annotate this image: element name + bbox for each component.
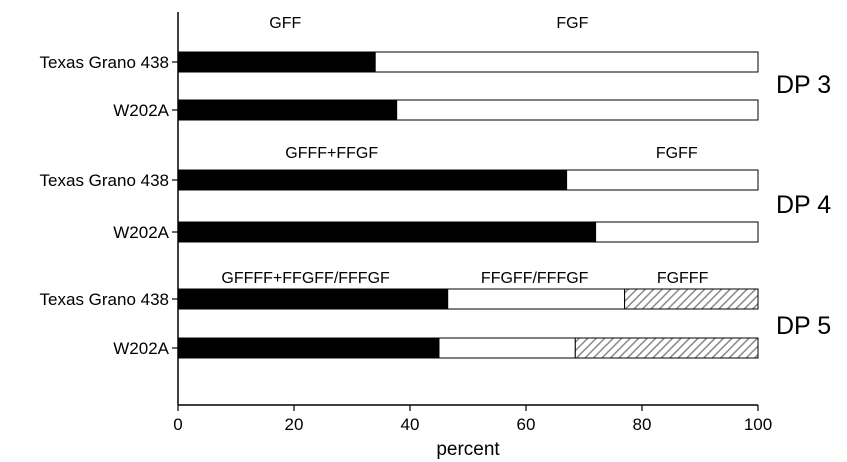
x-axis-ticks: 0 20 40 60 80 100 bbox=[173, 405, 772, 434]
bar-segment-black bbox=[177, 288, 449, 310]
bar-segment-black bbox=[177, 99, 398, 121]
group-label: DP 3 bbox=[776, 71, 831, 99]
x-tick-label: 100 bbox=[744, 415, 772, 434]
bar-segment-black bbox=[177, 51, 376, 73]
plot-area: GFF FGF DP 3 Texas Grano 438 W202A GFFF+FFGF F… bbox=[40, 15, 831, 359]
bar-segment-white bbox=[438, 337, 576, 359]
segment-label: FFGFF/FFFGF bbox=[481, 270, 589, 287]
segment-label: FGF bbox=[556, 15, 588, 32]
bar-segment-black bbox=[177, 337, 440, 359]
bar-segment-black bbox=[177, 221, 597, 243]
x-tick-label: 80 bbox=[633, 415, 652, 434]
bar-segment-white bbox=[447, 288, 626, 310]
bar-segment-white bbox=[595, 221, 759, 243]
group-label: DP 5 bbox=[776, 312, 831, 340]
bar-segment-hatched bbox=[624, 288, 759, 310]
x-tick-label: 40 bbox=[401, 415, 420, 434]
bar-segment-white bbox=[396, 99, 759, 121]
group-label: DP 4 bbox=[776, 191, 831, 219]
segment-label: FGFF bbox=[656, 145, 698, 162]
row-label: W202A bbox=[113, 223, 169, 242]
row-label: Texas Grano 438 bbox=[40, 53, 169, 72]
x-tick-label: 20 bbox=[285, 415, 304, 434]
row-label: W202A bbox=[113, 101, 169, 120]
x-axis-title: percent bbox=[436, 439, 500, 460]
row-label: W202A bbox=[113, 339, 169, 358]
segment-label: GFF bbox=[269, 15, 301, 32]
segment-label: GFFF+FFGF bbox=[285, 145, 378, 162]
segment-label: FGFFF bbox=[657, 270, 709, 287]
x-tick-label: 60 bbox=[517, 415, 536, 434]
bar-segment-white bbox=[566, 169, 759, 191]
bar-segment-white bbox=[374, 51, 759, 73]
segment-label: GFFFF+FFGFF/FFFGF bbox=[221, 270, 390, 287]
x-tick-label: 0 bbox=[173, 415, 182, 434]
row-label: Texas Grano 438 bbox=[40, 171, 169, 190]
row-label: Texas Grano 438 bbox=[40, 290, 169, 309]
bar-segment-hatched bbox=[574, 337, 759, 359]
bar-segment-black bbox=[177, 169, 568, 191]
